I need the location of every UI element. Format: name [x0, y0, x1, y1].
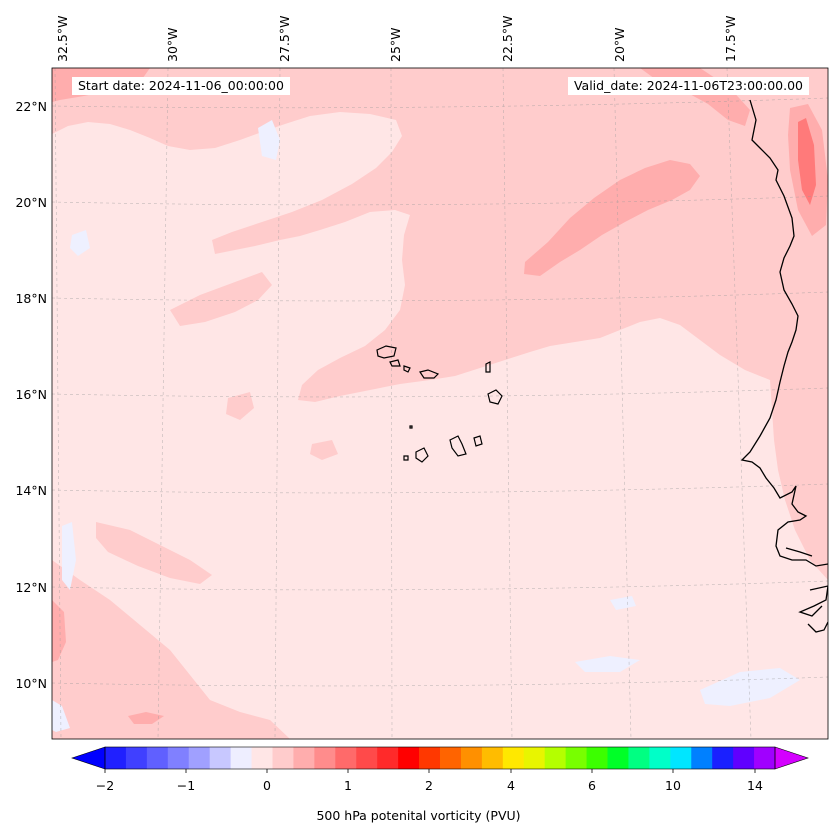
colorbar-tick-label: 10: [665, 778, 681, 793]
colorbar: −2 −1 0 1 2 4 6 10 14: [71, 746, 809, 793]
pv-contour-blue-spot1: [258, 120, 280, 160]
lon-label: 25°W: [388, 27, 403, 62]
colorbar-cell: [691, 747, 713, 769]
pv-contour-blue-spot3: [62, 522, 76, 590]
pv-contour-blue-spot5: [700, 668, 800, 706]
colorbar-cell: [607, 747, 629, 769]
pv-contour-red-coast-streak: [798, 118, 816, 205]
pv-contour-light-pink-east: [770, 380, 828, 580]
pv-contour-blue-spot2: [70, 230, 90, 256]
pv-contour-light-pink-blob3: [226, 392, 254, 420]
colorbar-cell: [565, 747, 587, 769]
lat-label: 12°N: [15, 580, 47, 595]
pv-contour-light-pink-blob2: [96, 522, 212, 584]
colorbar-cell: [146, 747, 169, 769]
lon-label: 32.5°W: [55, 16, 70, 62]
lat-label: 20°N: [15, 195, 47, 210]
colorbar-extend-max: [774, 746, 809, 770]
colorbar-cell: [209, 747, 232, 769]
colorbar-cells: [105, 747, 776, 769]
valid-date-label: Valid_date: 2024-11-06T23:00:00.00: [567, 77, 809, 95]
colorbar-cell: [230, 747, 252, 769]
lon-label: 27.5°W: [277, 16, 292, 62]
colorbar-cell: [125, 747, 148, 769]
colorbar-tick-label: 6: [588, 778, 596, 793]
colorbar-cell: [586, 747, 608, 769]
colorbar-cell: [733, 747, 755, 769]
cape-verde-islands: [376, 345, 503, 463]
colorbar-ticks: [104, 769, 756, 773]
lon-label: 20°W: [612, 27, 627, 62]
pv-contour-pink-sw-spot: [128, 712, 164, 724]
colorbar-cell: [481, 747, 504, 769]
pv-contour-light-pink-blob1: [170, 272, 272, 326]
colorbar-tick-label: −2: [96, 778, 114, 793]
pv-contour-light-pink-north: [52, 68, 828, 420]
colorbar-cell: [649, 747, 671, 769]
colorbar-cell: [314, 747, 336, 769]
colorbar-tick-label: 14: [747, 778, 763, 793]
lat-label: 14°N: [15, 483, 47, 498]
colorbar-cell: [398, 747, 420, 769]
colorbar-cell: [188, 747, 211, 769]
pv-contour-light-pink-west: [52, 560, 290, 739]
colorbar-cell: [440, 747, 462, 769]
colorbar-cell: [502, 747, 525, 769]
lon-label: 22.5°W: [500, 16, 515, 62]
colorbar-cell: [167, 747, 190, 769]
colorbar-cell: [419, 747, 441, 769]
graticule: [52, 68, 828, 739]
lat-label: 22°N: [15, 99, 47, 114]
colorbar-frame: [104, 746, 776, 770]
map-frame: [51, 67, 829, 740]
pv-contour-pink-ne-band: [524, 160, 700, 276]
colorbar-cell: [293, 747, 315, 769]
lon-label: 17.5°W: [723, 16, 738, 62]
colorbar-label: 500 hPa potenital vorticity (PVU): [316, 808, 521, 823]
pv-contour-light-pink-blob4: [310, 440, 338, 460]
lat-label: 10°N: [15, 676, 47, 691]
colorbar-cell: [335, 747, 357, 769]
colorbar-tick-label: 0: [263, 778, 271, 793]
colorbar-tick-label: 2: [425, 778, 433, 793]
pv-contour-blue-spot4: [575, 656, 640, 672]
colorbar-extend-min: [71, 746, 106, 770]
colorbar-cell: [377, 747, 399, 769]
colorbar-cell: [628, 747, 650, 769]
lat-label: 18°N: [15, 291, 47, 306]
colorbar-tick-label: 4: [507, 778, 515, 793]
colorbar-cell: [460, 747, 483, 769]
map-area: [52, 68, 828, 739]
colorbar-cell: [251, 747, 273, 769]
colorbar-cell: [754, 747, 776, 769]
colorbar-cell: [105, 747, 127, 769]
colorbar-tick-label: −1: [177, 778, 195, 793]
start-date-label: Start date: 2024-11-06_00:00:00: [72, 77, 290, 95]
colorbar-cell: [356, 747, 378, 769]
lat-label: 16°N: [15, 387, 47, 402]
pv-contour-blue-spot6: [610, 596, 636, 610]
colorbar-cell: [712, 747, 734, 769]
colorbar-cell: [670, 747, 692, 769]
colorbar-cell: [272, 747, 294, 769]
colorbar-tick-label: 1: [344, 778, 352, 793]
pv-contour-pink-west-edge: [52, 600, 66, 662]
colorbar-cell: [544, 747, 567, 769]
lon-label: 30°W: [165, 27, 180, 62]
coastline-west-africa: [740, 99, 828, 633]
colorbar-cell: [523, 747, 546, 769]
